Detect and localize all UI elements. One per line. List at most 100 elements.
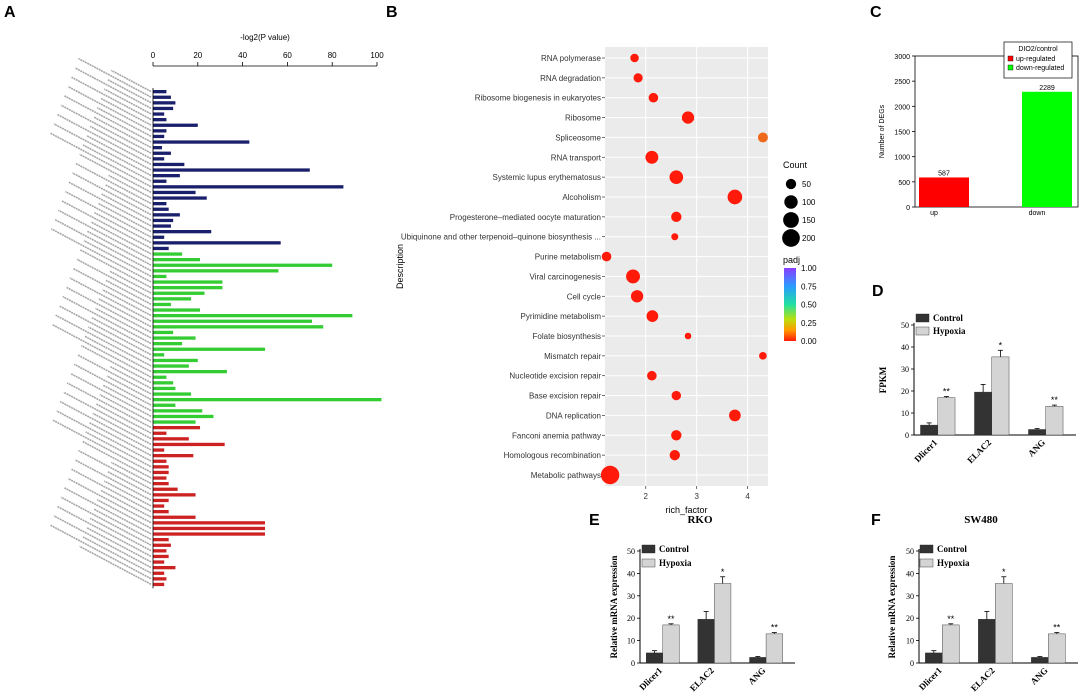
a-term-label [95,403,152,434]
a-bar-group-3 [153,549,167,553]
a-term-label [60,496,152,546]
a-term-label [100,97,152,126]
a-term-label [82,144,152,182]
a-bar-group-2 [153,414,214,419]
b-category-label: Systemic lupus erythematosus [493,173,602,182]
d-significance: ** [943,387,951,397]
a-term-label [93,508,152,541]
a-bar-group-3 [153,498,169,503]
a-term-label [64,95,152,143]
a-bar-group-1 [153,235,165,239]
a-term-label [52,419,152,474]
c-legend-label: up-regulated [1016,56,1055,63]
a-term-label [71,76,152,121]
panel-e: E RKO 0 10 20 30 40 50 Relative mRNA expression *… [589,512,795,693]
a-axis-label: -log2(P value) [240,33,290,42]
a-bar-group-3 [153,470,169,475]
a-term-label [94,307,152,339]
a-term-label [59,400,152,451]
a-bar-group-3 [153,459,167,463]
a-term-label [66,382,152,429]
a-term-label [61,200,152,250]
d-legend-swatch [915,326,930,336]
b-point [633,73,643,83]
a-bar-group-1 [153,140,250,144]
a-bar-group-1 [153,207,169,211]
e-legend-swatch [641,558,656,568]
a-bar-group-3 [153,566,176,570]
b-category-label: Base excision repair [529,392,601,401]
a-bar-group-2 [153,291,205,295]
a-bar-group-2 [153,347,265,351]
b-category-label: Mismatch repair [544,352,601,361]
b-category-label: RNA polymerase [541,54,602,63]
a-term-label [89,517,152,552]
f-ytick-label: 0 [910,659,914,668]
e-ytick-label: 50 [627,547,635,556]
e-bar-control [749,657,767,664]
e-significance: ** [667,614,675,624]
b-category-label: RNA transport [551,153,602,162]
a-term-label [73,363,152,406]
a-term-label [82,536,152,574]
d-legend-label: Hypoxia [933,326,966,336]
a-tick-label: 80 [328,51,337,60]
d-ytick-label: 10 [901,409,909,418]
a-term-label [54,218,152,272]
a-term-label [70,372,152,418]
b-xlabel: rich_factor [665,505,707,515]
b-color-tick-label: 0.00 [801,337,817,346]
f-legend-swatch [919,544,934,554]
a-term-label [69,277,152,322]
d-legend-swatch [915,313,930,323]
a-bar-group-1 [153,218,174,223]
b-point [630,290,644,303]
a-bar-group-3 [153,442,225,447]
a-term-label [109,270,152,294]
a-term-label [74,67,152,110]
b-color-tick-label: 0.75 [801,282,817,291]
a-term-label [96,106,152,138]
panel-letter-c: C [870,4,882,21]
a-bar-group-2 [153,342,183,346]
a-bar-group-1 [153,190,196,195]
a-term-label [71,468,152,513]
panel-letter-d: D [872,283,884,300]
f-bar-control [1031,657,1049,664]
a-term-label [79,249,152,289]
a-term-label [102,288,152,317]
c-ytick-label: 3000 [894,54,910,61]
a-term-label [63,391,152,440]
a-term-label [49,524,152,580]
a-bar-group-3 [153,526,265,531]
b-size-legend-dot [785,178,797,190]
e-category-label: ELAC2 [688,665,716,693]
a-term-label [72,172,152,216]
b-point [647,370,657,381]
a-term-label [102,384,152,412]
f-title: SW480 [964,514,998,526]
b-category-label: Ubiquinone and other terpenoid–quinone b… [401,233,601,242]
a-term-label [67,477,152,524]
a-bar-group-3 [153,476,167,480]
e-bar-hypoxia [765,633,783,664]
a-term-label [53,123,152,177]
a-bar-group-1 [153,196,207,200]
a-bar-group-1 [153,230,212,234]
b-category-label: Progesterone–mediated oocyte maturation [450,213,601,222]
b-point [600,465,620,485]
b-xtick-label: 2 [644,492,649,501]
f-legend-label: Hypoxia [937,558,970,568]
a-bar-group-1 [153,112,165,116]
panel-letter-e: E [589,512,600,529]
a-bar-group-2 [153,286,223,290]
a-term-label [49,132,152,188]
a-term-label [83,239,152,278]
panel-b: B RNA polymerase RNA degradation Ribosome b… [386,4,817,515]
a-term-label [108,174,152,199]
b-point [671,233,679,241]
a-term-label [106,375,152,401]
d-bar-hypoxia [991,356,1010,436]
a-term-label [88,421,152,457]
a-bar-group-1 [153,129,167,133]
